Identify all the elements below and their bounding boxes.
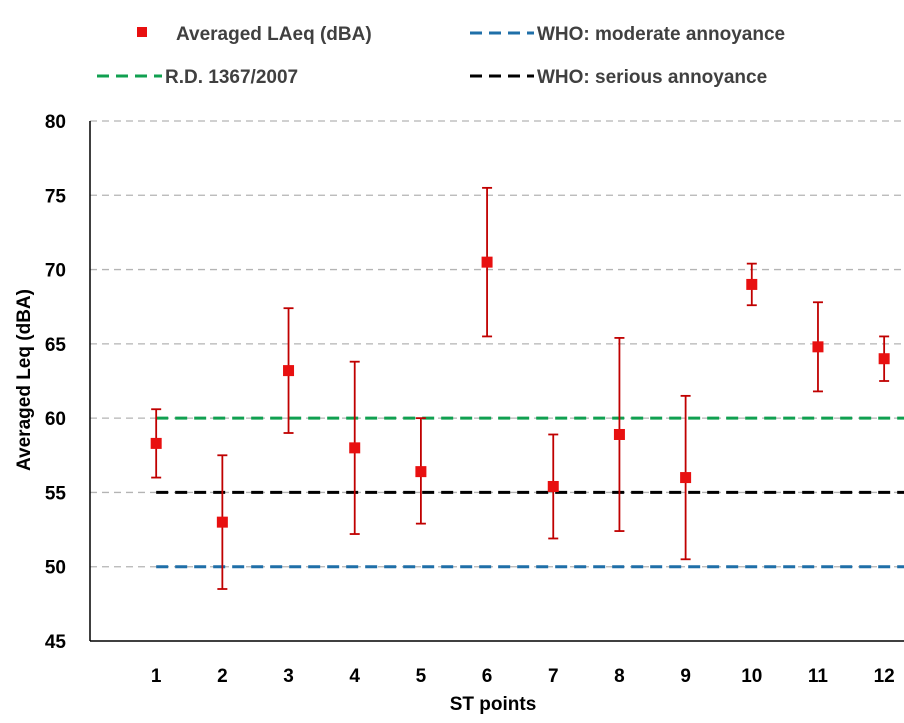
data-point-1 (150, 437, 162, 449)
legend-label-averaged-laeq: Averaged LAeq (dBA) (176, 24, 372, 45)
legend-label-who-serious: WHO: serious annoyance (537, 67, 767, 88)
x-tick-label-7: 7 (548, 666, 559, 687)
legend: Averaged LAeq (dBA) WHO: moderate annoya… (97, 24, 785, 88)
y-tick-label-75: 75 (45, 186, 67, 207)
data-point-11 (812, 341, 824, 353)
legend-label-who-moderate: WHO: moderate annoyance (537, 24, 785, 45)
x-tick-label-1: 1 (151, 666, 162, 687)
data-point-2 (216, 516, 228, 528)
data-point-10 (746, 278, 758, 290)
x-tick-label-5: 5 (416, 666, 427, 687)
y-tick-label-80: 80 (45, 112, 66, 133)
data-point-6 (481, 256, 493, 268)
y-tick-label-45: 45 (45, 632, 67, 653)
y-tick-label-55: 55 (45, 483, 67, 504)
x-tick-label-11: 11 (808, 666, 829, 687)
x-tick-labels: 1 2 3 4 5 6 7 8 9 10 11 12 (151, 666, 895, 687)
data-point-3 (283, 365, 295, 377)
data-point-7 (547, 480, 559, 492)
x-tick-label-12: 12 (874, 666, 895, 687)
x-axis-title: ST points (450, 694, 537, 715)
y-axis-title: Averaged Leq (dBA) (14, 289, 35, 471)
data-point-9 (680, 472, 692, 484)
gridlines (90, 120, 904, 568)
legend-label-rd-1367: R.D. 1367/2007 (165, 67, 298, 88)
data-point-12 (878, 353, 890, 365)
x-tick-label-9: 9 (680, 666, 691, 687)
data-points (150, 256, 890, 528)
x-tick-label-8: 8 (614, 666, 625, 687)
y-tick-labels: 45 50 55 60 65 70 75 80 (45, 112, 67, 653)
y-tick-label-70: 70 (45, 261, 66, 282)
y-tick-label-60: 60 (45, 409, 66, 430)
data-point-4 (349, 442, 361, 454)
data-point-5 (415, 466, 427, 478)
data-point-8 (613, 428, 625, 440)
x-tick-label-6: 6 (482, 666, 493, 687)
legend-marker-averaged-laeq (137, 27, 147, 37)
y-tick-label-50: 50 (45, 558, 66, 579)
axes (89, 121, 904, 642)
x-tick-label-10: 10 (741, 666, 762, 687)
error-bars (151, 186, 890, 590)
x-tick-label-3: 3 (283, 666, 294, 687)
y-tick-label-65: 65 (45, 335, 67, 356)
x-tick-label-2: 2 (217, 666, 228, 687)
reference-lines (156, 416, 904, 569)
x-tick-label-4: 4 (349, 666, 360, 687)
